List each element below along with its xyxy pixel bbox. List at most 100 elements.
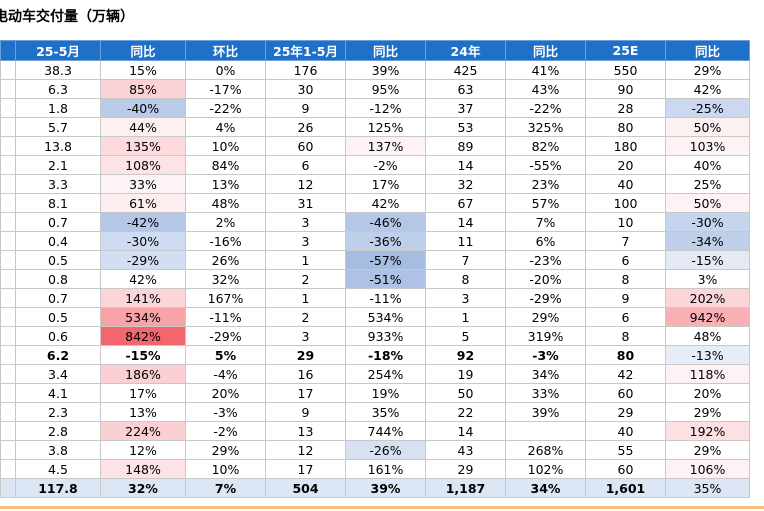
table-row: 0.8 42% 32% 2 -51% 8 -20% 8 3%: [0, 269, 750, 289]
cut-cell: [0, 421, 16, 441]
table-cell: 92: [425, 345, 506, 365]
table-row: 0.4 -30% -16% 3 -36% 11 6% 7 -34%: [0, 231, 750, 251]
table-cell: 33%: [505, 383, 586, 403]
cut-cell: [0, 250, 16, 270]
table-cell: 40: [585, 421, 666, 441]
table-cell: -3%: [505, 345, 586, 365]
header-cell: 同比: [665, 40, 750, 61]
table-cell: 9: [265, 402, 346, 422]
table-cell: 90: [585, 79, 666, 99]
table-cell: 43%: [505, 79, 586, 99]
table-cell: 0.4: [15, 231, 101, 251]
table-cell: 17%: [345, 174, 426, 194]
table-cell: 4.5: [15, 459, 101, 479]
table-cell: 1,187: [425, 478, 506, 498]
table-cell: -11%: [345, 288, 426, 308]
table-cell: -46%: [345, 212, 426, 232]
table-cell: 25%: [665, 174, 750, 194]
table-cell: 9: [265, 98, 346, 118]
table-row: 2.3 13% -3% 9 35% 22 39% 29 29%: [0, 402, 750, 422]
table-cell: 89: [425, 136, 506, 156]
cut-cell: [0, 155, 16, 175]
table-cell: -57%: [345, 250, 426, 270]
table-cell: -30%: [100, 231, 186, 251]
table-cell: 29%: [185, 440, 266, 460]
table-cell: 29%: [665, 440, 750, 460]
table-cell: 42%: [665, 79, 750, 99]
title: 电动车交付量（万辆）: [0, 9, 134, 25]
table-cell: 34%: [505, 478, 586, 498]
table-row: 2.1 108% 84% 6 -2% 14 -55% 20 40%: [0, 155, 750, 175]
table-cell: -13%: [665, 345, 750, 365]
table-cell: 202%: [665, 288, 750, 308]
cut-cell: [0, 60, 16, 80]
table-cell: 268%: [505, 440, 586, 460]
table-cell: 32: [425, 174, 506, 194]
bottom-rule: [0, 506, 764, 509]
table-cell: 2: [265, 307, 346, 327]
table-cell: 28: [585, 98, 666, 118]
table-cell: -51%: [345, 269, 426, 289]
table-cell: 12: [265, 174, 346, 194]
table-cell: -23%: [505, 250, 586, 270]
header-row: 25-5月 同比 环比 25年1-5月 同比 24年 同比 25E 同比: [0, 40, 750, 61]
header-cell: 环比: [185, 40, 266, 61]
table-cell: 6: [585, 307, 666, 327]
table-cell: 61%: [100, 193, 186, 213]
header-cell: 同比: [100, 40, 186, 61]
table-cell: 29: [585, 402, 666, 422]
table-cell: 137%: [345, 136, 426, 156]
table-cell: -22%: [185, 98, 266, 118]
table-cell: 325%: [505, 117, 586, 137]
table-cell: 14: [425, 155, 506, 175]
table-cell: 0.8: [15, 269, 101, 289]
table-row: 0.7 -42% 2% 3 -46% 14 7% 10 -30%: [0, 212, 750, 232]
table-cell: 0.5: [15, 307, 101, 327]
table-cell: 14: [425, 421, 506, 441]
table-cell: -15%: [100, 345, 186, 365]
table-cell: 23%: [505, 174, 586, 194]
table-cell: 57%: [505, 193, 586, 213]
cut-cell: [0, 459, 16, 479]
cut-cell: [0, 364, 16, 384]
table-cell: 84%: [185, 155, 266, 175]
table-cell: -40%: [100, 98, 186, 118]
table-cell: 39%: [345, 60, 426, 80]
table-cell: -15%: [665, 250, 750, 270]
table-cell: 60: [585, 383, 666, 403]
table-cell: 13%: [100, 402, 186, 422]
table-cell: -30%: [665, 212, 750, 232]
table-cell: 63: [425, 79, 506, 99]
table-cell: 5.7: [15, 117, 101, 137]
table-cell: 16: [265, 364, 346, 384]
cut-cell: [0, 231, 16, 251]
table-cell: 55: [585, 440, 666, 460]
table-cell: 6%: [505, 231, 586, 251]
table-cell: -36%: [345, 231, 426, 251]
table-cell: 3: [425, 288, 506, 308]
table-cell: 39%: [345, 478, 426, 498]
table-cell: 224%: [100, 421, 186, 441]
table-cell: 19%: [345, 383, 426, 403]
table-cell: -2%: [185, 421, 266, 441]
table-cell: 7: [425, 250, 506, 270]
table-row: 4.1 17% 20% 17 19% 50 33% 60 20%: [0, 383, 750, 403]
table-cell: 1: [265, 250, 346, 270]
table-cell: 2%: [185, 212, 266, 232]
table-cell: -12%: [345, 98, 426, 118]
table-cell: 135%: [100, 136, 186, 156]
table-cell: 6: [585, 250, 666, 270]
table-cell: 13%: [185, 174, 266, 194]
table-cell: [505, 421, 586, 441]
table-cell: 29%: [505, 307, 586, 327]
table-cell: 67: [425, 193, 506, 213]
cut-cell: [0, 136, 16, 156]
table-cell: 534%: [345, 307, 426, 327]
table-cell: 1: [425, 307, 506, 327]
table-cell: 10: [585, 212, 666, 232]
table-cell: 1: [265, 288, 346, 308]
table-cell: -55%: [505, 155, 586, 175]
table-cell: 102%: [505, 459, 586, 479]
table-cell: 31: [265, 193, 346, 213]
table-cell: 3.4: [15, 364, 101, 384]
